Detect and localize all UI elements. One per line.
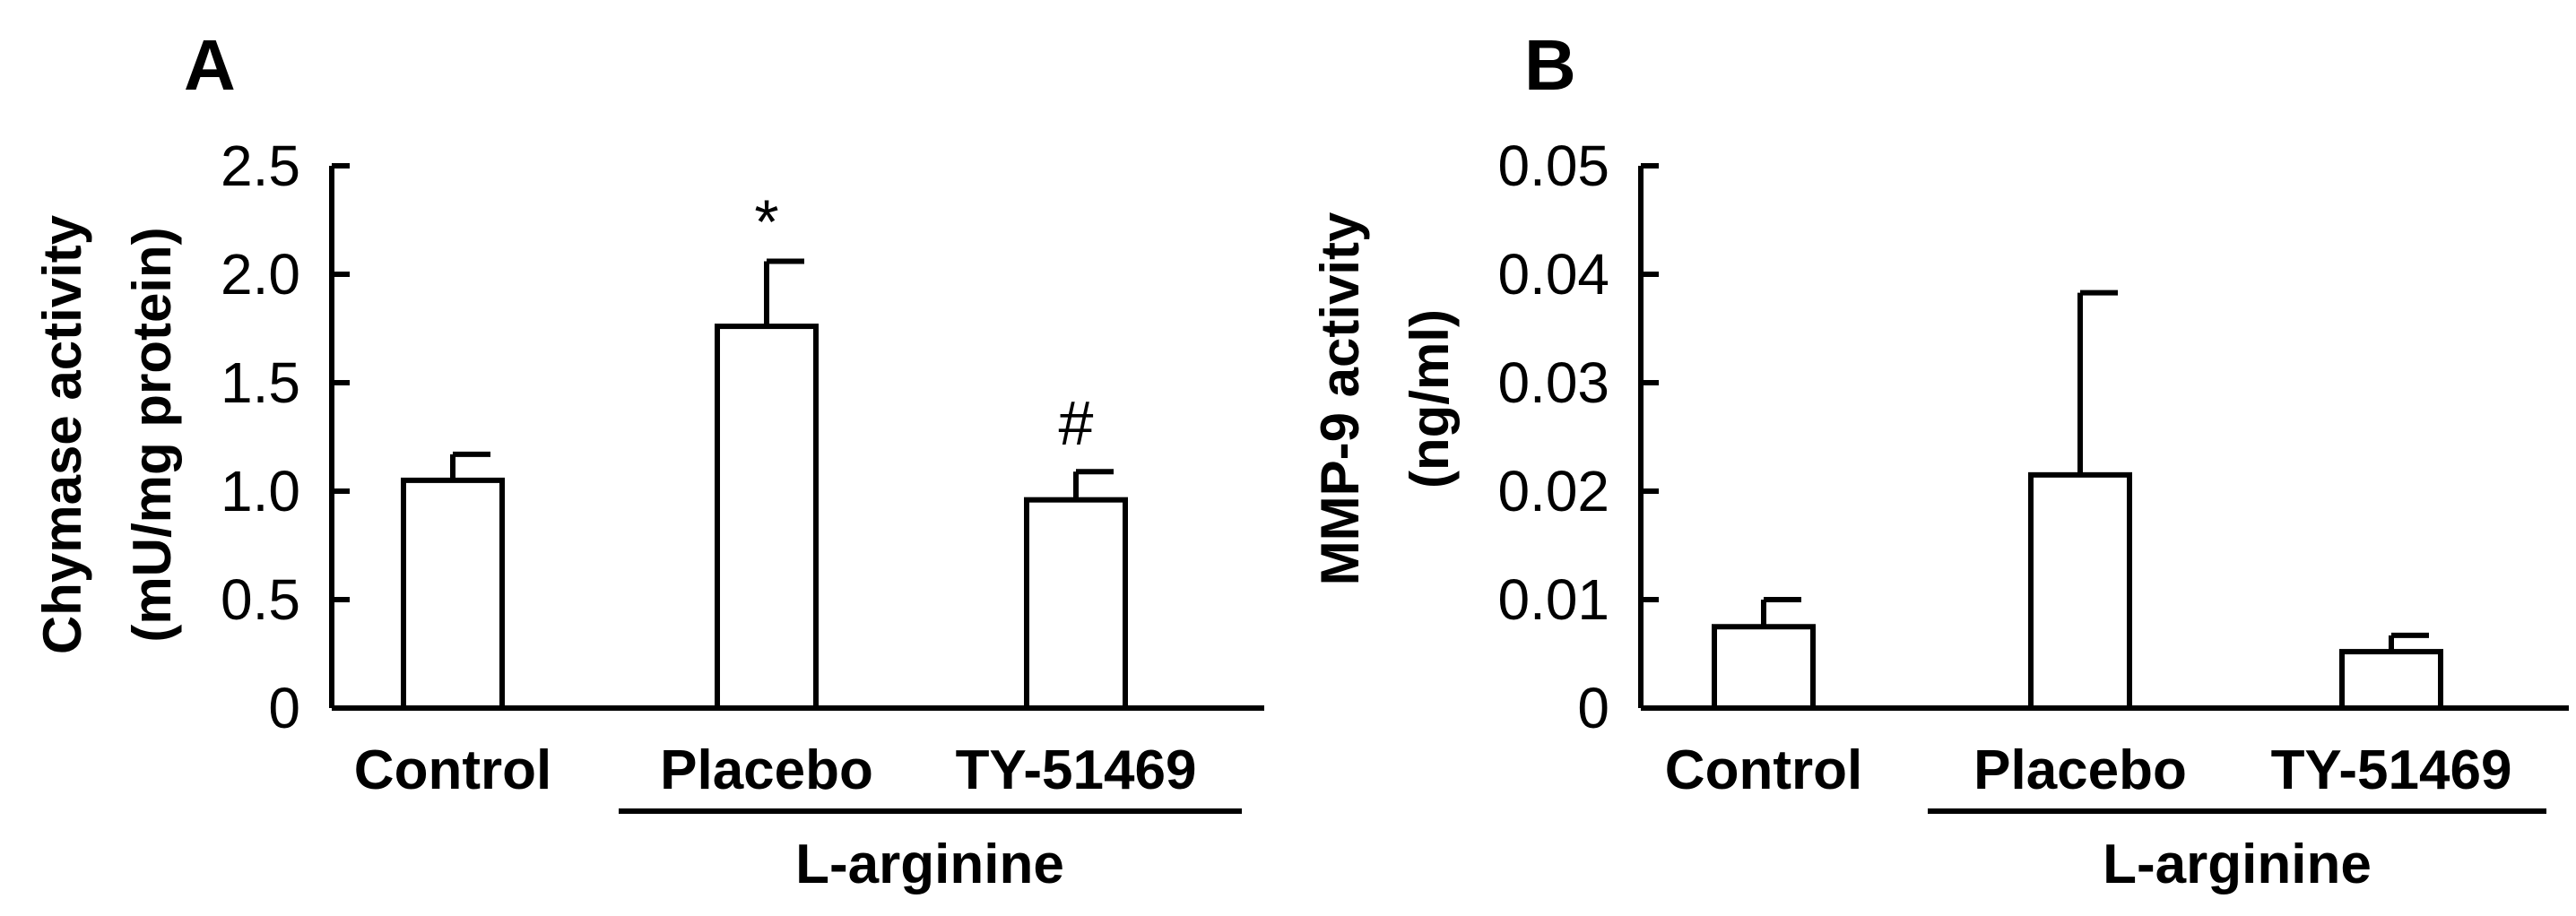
panel-b-group-label: L-arginine [2103,834,2372,895]
panel-a-y-axis-label-line2: (mU/mg protein) [122,227,182,642]
panel-a-category-label: Control [354,739,551,801]
panel-a-significance-marker: * [754,186,778,256]
panel-b-bar-placebo [2028,471,2132,711]
panel-b-y-axis-label-line1: MMP-9 activity [1310,212,1370,585]
panel-a-y-tick-label: 2.5 [221,134,300,198]
panel-b-y-tick-label: 0 [1577,676,1609,740]
panel-b-y-tick-label: 0.03 [1497,350,1609,415]
panel-b-y-tick-label: 0.04 [1497,242,1609,307]
panel-b-bar-ty-51469 [2339,649,2443,712]
panel-a-category-label: TY-51469 [956,739,1197,801]
panel-b-y-tick-label: 0.01 [1497,567,1609,632]
panel-a-y-tick-label: 2.0 [221,242,300,307]
panel-b-category-label: Placebo [1973,739,2187,801]
panel-b-y-tick-label: 0.05 [1497,134,1609,198]
panel-a-y-tick-label: 0 [268,676,300,740]
panel-b-bar-control [1712,624,1816,711]
panel-a-bar-control [401,477,505,712]
panel-a-significance-marker: # [1059,388,1094,458]
panel-a-category-label: Placebo [660,739,873,801]
panel-b-letter: B [1524,25,1576,105]
panel-a-y-tick-label: 1.5 [221,350,300,415]
panel-b-category-label: TY-51469 [2271,739,2512,801]
panel-b-y-tick-label: 0.02 [1497,459,1609,523]
panel-a-bar-placebo [715,324,819,711]
panel-a-letter: A [184,25,236,105]
panel-b-category-label: Control [1665,739,1862,801]
panel-a-y-axis-label-line1: Chymase activity [32,214,92,654]
panel-a-y-tick-label: 0.5 [221,567,300,632]
panel-a-group-label: L-arginine [795,834,1064,895]
panel-a-y-tick-label: 1.0 [221,459,300,523]
panel-a-bar-ty-51469 [1024,497,1128,711]
panel-b-y-axis-label-line2: (ng/ml) [1400,309,1460,488]
